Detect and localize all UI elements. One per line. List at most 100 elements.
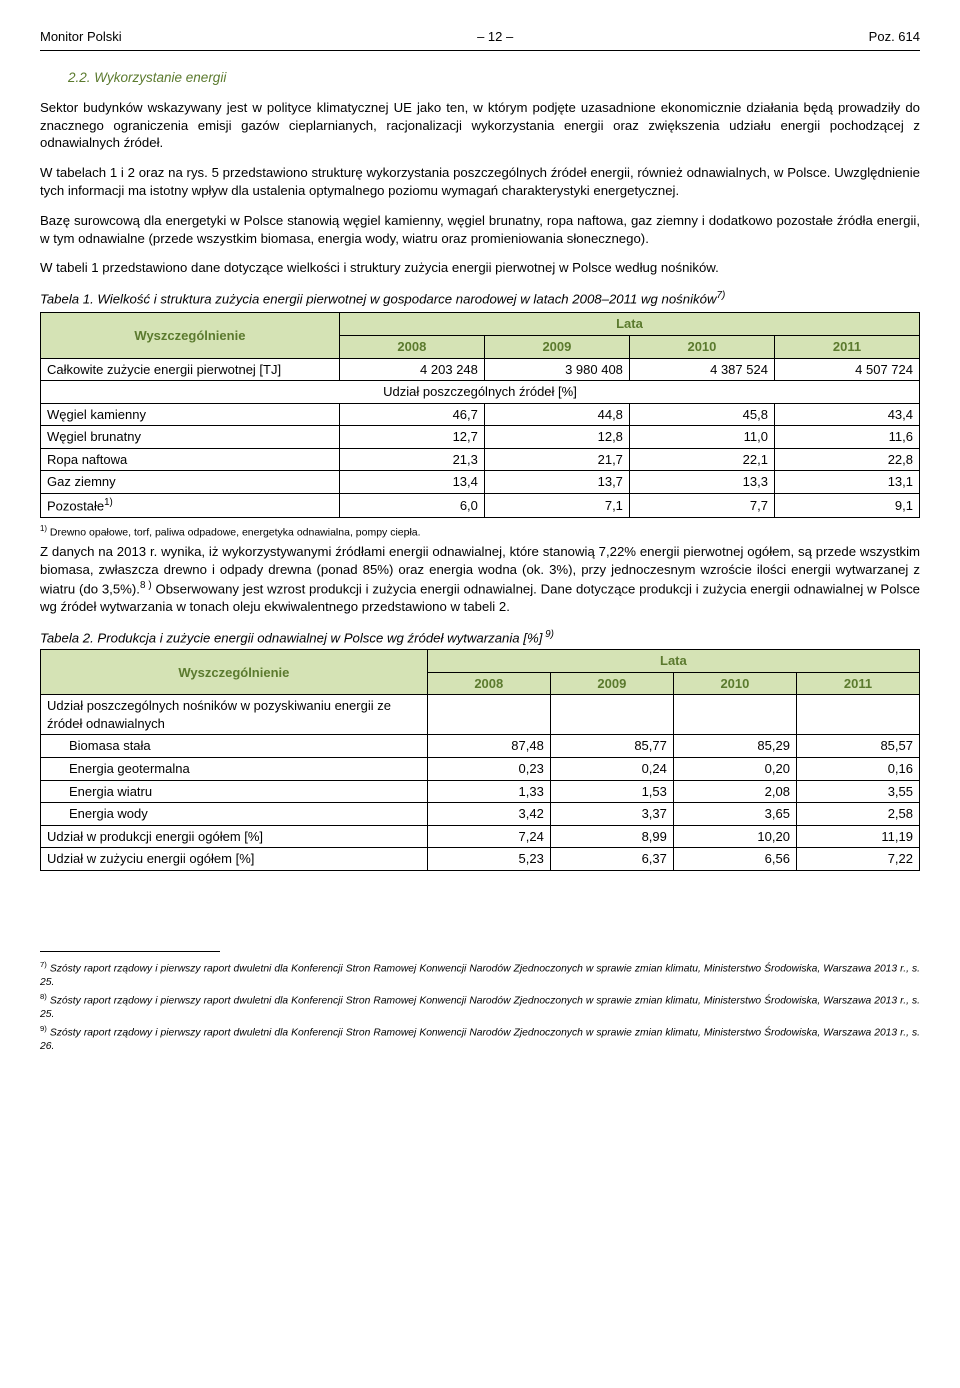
table1-year-3: 2011 (774, 336, 919, 359)
table1-col-spec: Wyszczególnienie (41, 313, 340, 358)
table2-col-spec: Wyszczególnienie (41, 650, 428, 695)
table1-r3-2: 13,3 (629, 471, 774, 494)
table1-total-label: Całkowite zużycie energii pierwotnej [TJ… (41, 358, 340, 381)
table1-r2-0: 21,3 (339, 448, 484, 471)
table-row: Energia wiatru 1,33 1,53 2,08 3,55 (41, 780, 920, 803)
table1-r3-1: 13,7 (484, 471, 629, 494)
table2-r2-3: 3,55 (796, 780, 919, 803)
table1-r2-2: 22,1 (629, 448, 774, 471)
footnote-8: 8) Szósty raport rządowy i pierwszy rapo… (40, 992, 920, 1021)
table2-t0-2: 10,20 (673, 825, 796, 848)
table2-r1-2: 0,20 (673, 757, 796, 780)
table1-last-2: 7,7 (629, 493, 774, 517)
footnote-rule (40, 951, 220, 952)
table2-r3-3: 2,58 (796, 803, 919, 826)
table2-r2-0: 1,33 (427, 780, 550, 803)
table-row: Gaz ziemny 13,4 13,7 13,3 13,1 (41, 471, 920, 494)
paragraph-1: Sektor budynków wskazywany jest w polity… (40, 99, 920, 152)
table1-r3-3: 13,1 (774, 471, 919, 494)
table2-r3-2: 3,65 (673, 803, 796, 826)
table2-block-row: Udział poszczególnych nośników w pozyski… (41, 695, 920, 735)
table1-year-1: 2009 (484, 336, 629, 359)
table2-year-1: 2009 (550, 672, 673, 695)
table1-r0-1: 44,8 (484, 403, 629, 426)
table1-r0-label: Węgiel kamienny (41, 403, 340, 426)
table2-r0-0: 87,48 (427, 735, 550, 758)
table1-footnote-text: Drewno opałowe, torf, paliwa odpadowe, e… (47, 526, 421, 538)
table2-r3-1: 3,37 (550, 803, 673, 826)
table1-r1-2: 11,0 (629, 426, 774, 449)
table-1: Wyszczególnienie Lata 2008 2009 2010 201… (40, 312, 920, 517)
table1-caption: Tabela 1. Wielkość i struktura zużycia e… (40, 289, 920, 308)
table2-header-row-1: Wyszczególnienie Lata (41, 650, 920, 673)
table-2: Wyszczególnienie Lata 2008 2009 2010 201… (40, 649, 920, 870)
table1-r2-3: 22,8 (774, 448, 919, 471)
table1-year-0: 2008 (339, 336, 484, 359)
page: Monitor Polski – 12 – Poz. 614 2.2. Wyko… (0, 0, 960, 1086)
header-right: Poz. 614 (869, 28, 920, 46)
table1-total-1: 3 980 408 (484, 358, 629, 381)
table2-block-c1 (550, 695, 673, 735)
table1-total-3: 4 507 724 (774, 358, 919, 381)
ref-8-sup: 8 ) (140, 580, 152, 591)
table2-t1-label: Udział w zużyciu energii ogółem [%] (41, 848, 428, 871)
footnote-7: 7) Szósty raport rządowy i pierwszy rapo… (40, 960, 920, 989)
table2-caption-sup: 9) (542, 629, 554, 640)
table2-block-c0 (427, 695, 550, 735)
table2-r2-label: Energia wiatru (41, 780, 428, 803)
table1-last-0: 6,0 (339, 493, 484, 517)
table2-caption: Tabela 2. Produkcja i zużycie energii od… (40, 628, 920, 647)
table2-block-c3 (796, 695, 919, 735)
table1-year-2: 2010 (629, 336, 774, 359)
paragraph-2: W tabelach 1 i 2 oraz na rys. 5 przedsta… (40, 164, 920, 200)
table2-block-label: Udział poszczególnych nośników w pozyski… (41, 695, 428, 735)
table2-t0-label: Udział w produkcji energii ogółem [%] (41, 825, 428, 848)
header-rule (40, 50, 920, 51)
header-center: – 12 – (477, 28, 513, 46)
table2-r0-label: Biomasa stała (41, 735, 428, 758)
table2-r1-label: Energia geotermalna (41, 757, 428, 780)
paragraph-5: Z danych na 2013 r. wynika, iż wykorzyst… (40, 543, 920, 616)
table1-r1-label: Węgiel brunatny (41, 426, 340, 449)
table1-total-0: 4 203 248 (339, 358, 484, 381)
header-left: Monitor Polski (40, 28, 122, 46)
table1-total-row: Całkowite zużycie energii pierwotnej [TJ… (41, 358, 920, 381)
table2-year-0: 2008 (427, 672, 550, 695)
table-row: Węgiel brunatny 12,7 12,8 11,0 11,6 (41, 426, 920, 449)
table1-r0-0: 46,7 (339, 403, 484, 426)
footnote-9-text: Szósty raport rządowy i pierwszy raport … (40, 1027, 920, 1051)
table2-year-2: 2010 (673, 672, 796, 695)
footnote-8-sup: 8) (40, 992, 47, 1001)
table1-r0-2: 45,8 (629, 403, 774, 426)
table1-footnote: 1) Drewno opałowe, torf, paliwa odpadowe… (40, 524, 920, 540)
table2-t1-0: 5,23 (427, 848, 550, 871)
table1-caption-sup: 7) (716, 290, 725, 301)
table2-t1-1: 6,37 (550, 848, 673, 871)
table-row: Udział w produkcji energii ogółem [%] 7,… (41, 825, 920, 848)
table2-r2-2: 2,08 (673, 780, 796, 803)
table2-r0-2: 85,29 (673, 735, 796, 758)
section-heading: 2.2. Wykorzystanie energii (68, 69, 920, 87)
table1-share-label: Udział poszczególnych źródeł [%] (41, 381, 920, 404)
table1-header-row-1: Wyszczególnienie Lata (41, 313, 920, 336)
table1-r3-0: 13,4 (339, 471, 484, 494)
table-row: Biomasa stała 87,48 85,77 85,29 85,57 (41, 735, 920, 758)
table2-block-c2 (673, 695, 796, 735)
table1-last-label-text: Pozostałe (47, 498, 104, 513)
table2-r2-1: 1,53 (550, 780, 673, 803)
table2-r0-3: 85,57 (796, 735, 919, 758)
paragraph-3: Bazę surowcową dla energetyki w Polsce s… (40, 212, 920, 248)
footnote-7-sup: 7) (40, 960, 47, 969)
table1-r3-label: Gaz ziemny (41, 471, 340, 494)
table2-r3-0: 3,42 (427, 803, 550, 826)
table1-last-1: 7,1 (484, 493, 629, 517)
paragraph-4: W tabeli 1 przedstawiono dane dotyczące … (40, 259, 920, 277)
table1-r0-3: 43,4 (774, 403, 919, 426)
table2-caption-text: Tabela 2. Produkcja i zużycie energii od… (40, 630, 542, 645)
table1-r2-label: Ropa naftowa (41, 448, 340, 471)
table2-r1-3: 0,16 (796, 757, 919, 780)
table-row: Energia wody 3,42 3,37 3,65 2,58 (41, 803, 920, 826)
table2-t0-1: 8,99 (550, 825, 673, 848)
table1-r1-0: 12,7 (339, 426, 484, 449)
table1-total-2: 4 387 524 (629, 358, 774, 381)
